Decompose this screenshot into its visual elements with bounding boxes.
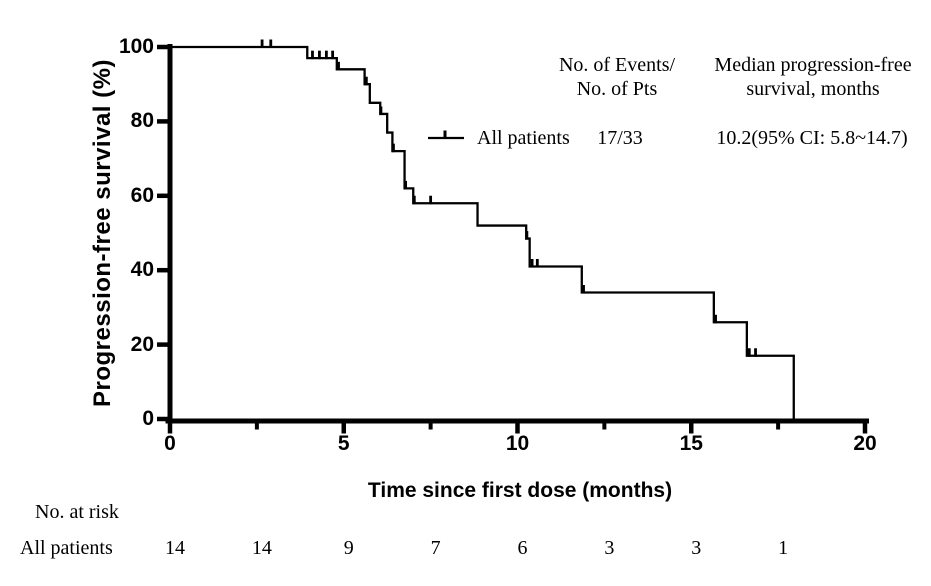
x-axis-title: Time since first dose (months) [367, 479, 673, 502]
y-tick-label: 20 [130, 332, 154, 356]
legend-events-header-line2: No. of Pts [576, 78, 658, 100]
censor-tick [535, 258, 539, 268]
at-risk-count: 6 [517, 537, 528, 559]
at-risk-count: 9 [343, 537, 354, 559]
censor-tick [714, 314, 717, 324]
censor-tick [530, 258, 534, 268]
censor-tick [337, 61, 340, 71]
censor-tick [364, 76, 368, 86]
x-tick-label: 5 [337, 432, 350, 455]
legend-median-header-line2: survival, months [746, 78, 880, 100]
censor-tick [582, 285, 585, 294]
censor-tick [260, 39, 264, 48]
at-risk-row-label: All patients [20, 537, 113, 559]
x-tick-label: 0 [164, 432, 176, 455]
censor-tick [324, 50, 328, 60]
legend-events-header-line1: No. of Events/ [558, 54, 676, 76]
at-risk-title: No. at risk [35, 501, 119, 523]
y-tick-label: 100 [118, 35, 154, 58]
at-risk-count: 7 [430, 537, 441, 559]
at-risk-count: 14 [165, 537, 185, 559]
legend-median-value: 10.2(95% CI: 5.8~14.7) [716, 127, 908, 149]
censor-tick [404, 180, 408, 190]
y-axis-title: Progression-free survival (%) [89, 59, 116, 407]
at-risk-count: 14 [251, 537, 272, 559]
legend-events-value: 17/33 [597, 127, 643, 149]
censor-tick [754, 348, 757, 357]
y-tick-label: 40 [130, 258, 154, 282]
at-risk-count: 3 [604, 537, 615, 559]
y-tick-label: 80 [130, 109, 154, 133]
censor-tick [331, 50, 335, 60]
censor-tick [525, 231, 529, 240]
x-tick-label: 20 [853, 432, 877, 455]
y-tick-label: 60 [130, 183, 154, 207]
censor-tick [412, 195, 416, 205]
at-risk-count: 1 [778, 537, 789, 559]
censor-tick [318, 50, 321, 60]
y-tick-label: 0 [142, 407, 154, 430]
at-risk-count: 3 [691, 537, 702, 559]
x-tick-label: 15 [679, 432, 703, 455]
legend-median-header-line1: Median progression-free [714, 54, 912, 76]
censor-tick [269, 39, 273, 48]
legend-events-header: No. of Events/ No. of Pts [559, 53, 675, 101]
x-tick-label: 10 [505, 432, 530, 455]
legend-key-line [428, 130, 464, 140]
censor-tick [429, 195, 433, 205]
censor-tick [311, 50, 314, 60]
censor-tick [379, 106, 383, 115]
legend-series-label: All patients [477, 127, 570, 149]
legend-median-header: Median progression-free survival, months [714, 53, 911, 101]
censor-tick [747, 348, 751, 357]
censor-tick [392, 143, 395, 153]
survival-curve [170, 45, 795, 419]
